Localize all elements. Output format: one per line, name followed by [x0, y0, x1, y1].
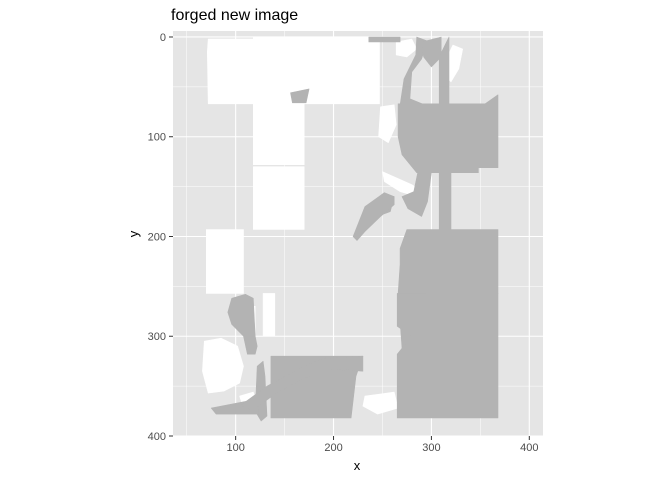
white-region-9	[378, 104, 397, 143]
white-region-6	[202, 337, 244, 394]
gray-region-17	[290, 88, 310, 104]
y-tick-label: 200	[148, 231, 166, 243]
axes: 100 200 300 400 0 100 200 300 400	[148, 32, 539, 454]
x-axis-title: x	[354, 458, 361, 473]
gray-region-18	[421, 36, 442, 68]
gray-region-23	[352, 192, 395, 241]
white-region-11	[362, 391, 399, 415]
gray-region-30	[239, 355, 364, 411]
x-tick-label: 200	[324, 442, 342, 454]
x-tick-label: 300	[422, 442, 440, 454]
gray-region-25	[396, 293, 499, 419]
white-region-2	[253, 166, 305, 230]
gray-region-26	[227, 293, 258, 355]
gray-region-21	[401, 172, 432, 217]
white-region-5	[262, 293, 276, 337]
gray-region-20	[397, 94, 499, 230]
x-tick-label: 100	[226, 442, 244, 454]
y-axis-title: y	[126, 230, 141, 237]
white-region-3	[206, 229, 244, 294]
y-tick-label: 0	[160, 32, 166, 44]
y-tick-label: 400	[148, 431, 166, 443]
image-regions	[202, 36, 499, 422]
gray-region-15	[368, 36, 401, 43]
y-tick-label: 300	[148, 331, 166, 343]
white-region-7	[395, 38, 418, 58]
white-region-1	[274, 103, 305, 165]
x-tick-label: 400	[520, 442, 538, 454]
chart-title: forged new image	[171, 7, 298, 24]
y-tick-label: 100	[148, 132, 166, 144]
